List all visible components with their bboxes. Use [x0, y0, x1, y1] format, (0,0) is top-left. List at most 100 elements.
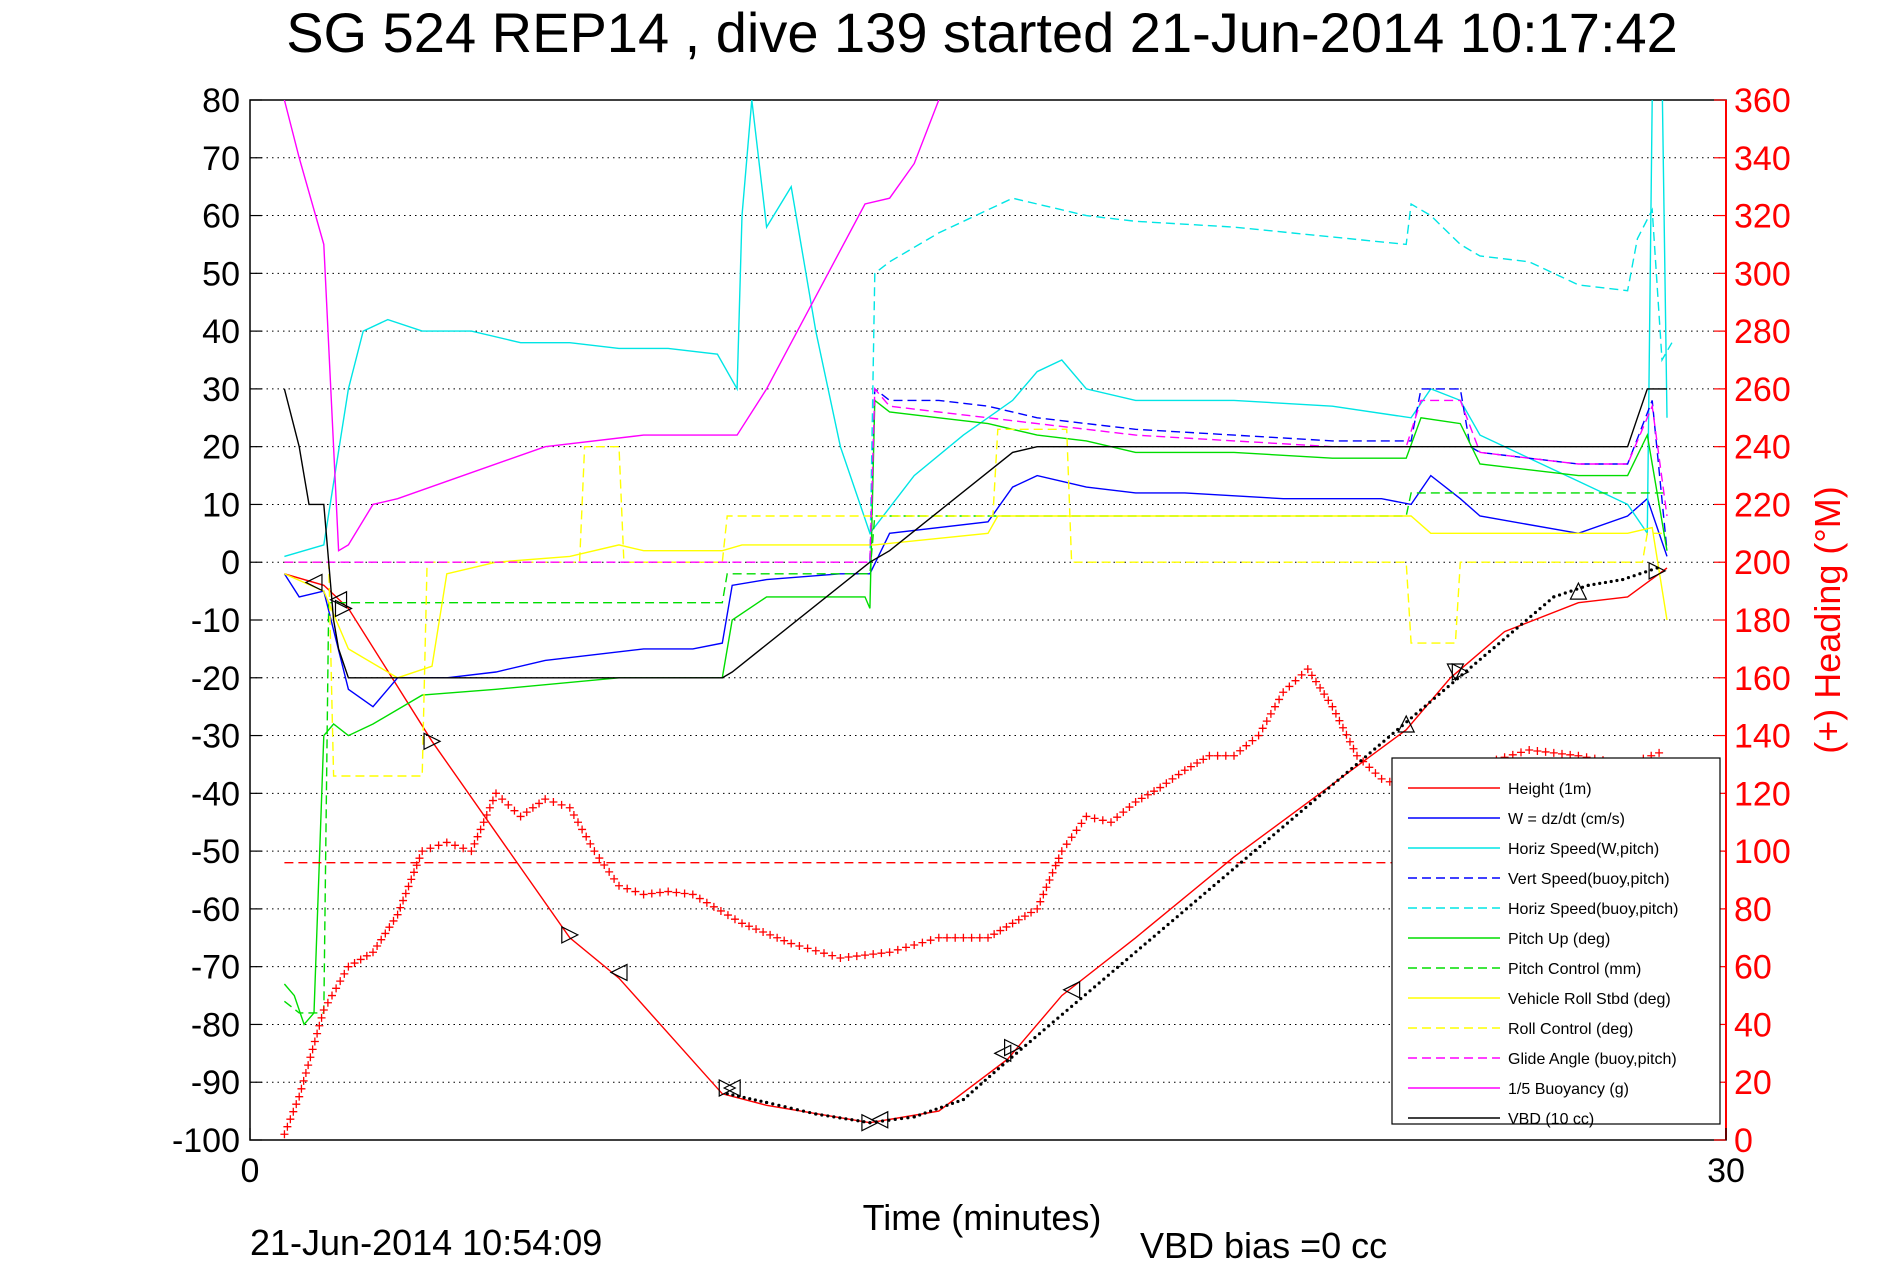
- left-tick-label: 80: [202, 82, 240, 120]
- interpolated-point: [1304, 805, 1308, 810]
- heading-marker: [795, 941, 804, 950]
- heading-marker: [301, 1069, 310, 1078]
- left-tick-label: -30: [191, 718, 240, 756]
- interpolated-point: [1345, 770, 1349, 774]
- interpolated-point: [1189, 903, 1193, 907]
- heading-marker: [861, 951, 869, 960]
- legend-label: Glide Angle (buoy,pitch): [1508, 1051, 1677, 1068]
- interpolated-point: [1487, 649, 1492, 654]
- interpolated-point: [1313, 798, 1317, 802]
- interpolated-point: [1102, 977, 1106, 981]
- heading-marker: [1331, 709, 1340, 718]
- interpolated-point: [1501, 638, 1505, 642]
- interpolated-point: [1483, 653, 1487, 657]
- interpolated-point: [1216, 879, 1221, 884]
- heading-marker: [1312, 677, 1320, 686]
- interpolated-point: [1563, 591, 1567, 595]
- right-tick-label: 280: [1734, 313, 1791, 351]
- heading-marker: [310, 1037, 319, 1046]
- right-tick-label: 200: [1734, 544, 1791, 582]
- interpolated-point: [966, 1094, 970, 1098]
- x-tick-label: 0: [241, 1152, 260, 1190]
- heading-marker: [1180, 766, 1189, 775]
- heading-marker: [574, 818, 582, 827]
- heading-marker: [1345, 737, 1354, 746]
- interpolated-point: [1318, 794, 1322, 798]
- right-tick-label: 40: [1734, 1006, 1772, 1044]
- heading-marker: [600, 860, 609, 869]
- interpolated-point: [880, 1119, 885, 1123]
- interpolated-point: [1249, 852, 1253, 856]
- interpolated-point: [1428, 700, 1432, 704]
- interpolated-point: [1226, 872, 1230, 876]
- heading-marker: [1342, 730, 1351, 739]
- heading-marker: [389, 916, 398, 925]
- interpolated-point: [1157, 930, 1161, 934]
- triangle-marker: [334, 599, 353, 618]
- right-axis: 3603403203002802602402202001801601401201…: [1714, 82, 1791, 1160]
- heading-marker: [399, 896, 408, 905]
- interpolated-point: [1363, 755, 1368, 759]
- interpolated-point: [1520, 622, 1524, 626]
- interpolated-point: [1308, 801, 1313, 806]
- heading-marker: [1162, 779, 1171, 788]
- interpolated-point: [856, 1119, 860, 1123]
- heading-marker: [582, 832, 591, 841]
- interpolated-point: [918, 1113, 922, 1117]
- interpolated-point: [1097, 981, 1101, 985]
- x-axis-label: Time (minutes): [863, 1197, 1102, 1238]
- interpolated-point: [1432, 696, 1437, 700]
- interpolated-point: [1354, 762, 1358, 767]
- heading-marker: [1008, 919, 1017, 928]
- interpolated-point: [1014, 1051, 1019, 1055]
- heading-marker: [1090, 814, 1099, 823]
- legend-label: W = dz/dt (cm/s): [1508, 811, 1625, 828]
- heading-marker: [820, 949, 828, 958]
- triangle-marker: [1062, 980, 1081, 999]
- heading-marker: [1072, 826, 1081, 835]
- heading-marker: [664, 887, 673, 896]
- interpolated-point: [1331, 782, 1335, 786]
- heading-marker: [289, 1107, 298, 1116]
- heading-marker: [595, 854, 604, 863]
- heading-marker: [315, 1021, 324, 1030]
- interpolated-point: [1592, 582, 1596, 586]
- left-tick-label: 50: [202, 255, 240, 293]
- heading-marker: [498, 795, 507, 804]
- heading-marker: [1020, 912, 1029, 921]
- heading-marker: [615, 881, 623, 890]
- interpolated-point: [1350, 766, 1354, 771]
- heading-marker: [1525, 746, 1534, 754]
- left-axis: 80 70 60 50 40 30 20 10 0 -10 -20 -30 -40 -50 -60 -70 -8…: [172, 82, 262, 1160]
- interpolated-point: [1391, 731, 1395, 735]
- heading-marker: [1291, 676, 1300, 685]
- series-layer: [280, 100, 1673, 1139]
- interpolated-point: [988, 1074, 992, 1079]
- interpolated-point: [1327, 786, 1331, 790]
- legend-label: VBD (10 cc): [1508, 1111, 1594, 1128]
- interpolated-point: [731, 1093, 735, 1097]
- interpolated-point: [912, 1115, 916, 1119]
- interpolated-point: [1088, 989, 1092, 993]
- heading-marker: [996, 926, 1005, 935]
- heading-marker: [1143, 790, 1152, 799]
- heading-marker: [1062, 840, 1071, 849]
- heading-marker: [350, 959, 359, 968]
- heading-marker: [535, 799, 544, 808]
- heading-marker: [773, 933, 782, 942]
- heading-marker: [656, 888, 664, 897]
- x-tick-label: 30: [1707, 1152, 1745, 1190]
- heading-marker: [1054, 854, 1063, 863]
- interpolated-point: [1258, 844, 1262, 849]
- right-tick-label: 0: [1734, 1122, 1753, 1160]
- interpolated-point: [838, 1116, 842, 1120]
- interpolated-point: [1262, 840, 1267, 845]
- interpolated-point: [1083, 993, 1088, 997]
- interpolated-point: [1569, 589, 1573, 593]
- heading-marker: [332, 984, 341, 993]
- heading-marker: [1098, 816, 1107, 825]
- interpolated-point: [1299, 809, 1303, 813]
- right-tick-label: 240: [1734, 429, 1791, 467]
- interpolated-point: [1557, 593, 1562, 597]
- interpolated-point: [1543, 603, 1547, 607]
